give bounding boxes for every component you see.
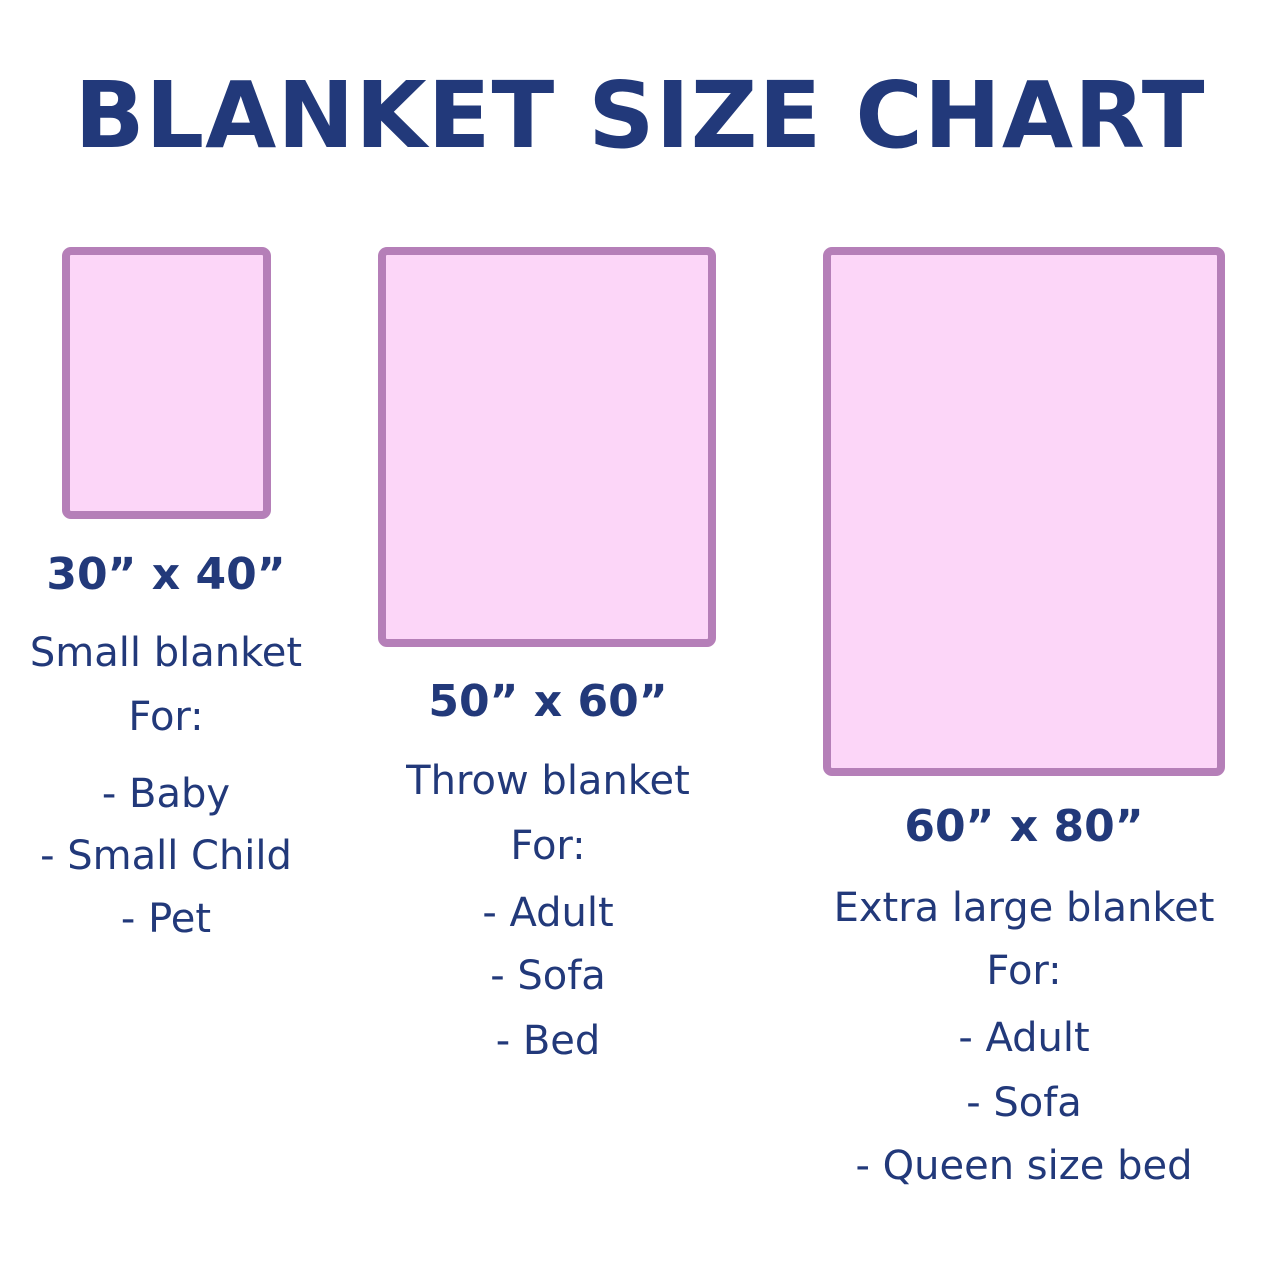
use-item: - Baby: [101, 771, 231, 817]
blanket-size: 50” x 60”: [428, 676, 668, 727]
blanket-name: Throw blanket: [406, 758, 690, 804]
blanket-name: Small blanket: [29, 630, 303, 676]
use-item: - Small Child: [40, 833, 292, 879]
for-label: For:: [986, 948, 1062, 994]
for-label: For:: [510, 823, 586, 869]
use-item: - Adult: [958, 1015, 1090, 1061]
use-item: - Adult: [482, 890, 614, 936]
page-title: BLANKET SIZE CHART: [74, 62, 1206, 169]
use-item: - Sofa: [966, 1080, 1082, 1126]
small-blanket-shape: [62, 247, 271, 519]
blanket-name: Extra large blanket: [833, 885, 1215, 931]
blanket-size: 60” x 80”: [904, 801, 1144, 852]
use-item: - Pet: [120, 896, 212, 942]
use-item: - Sofa: [490, 953, 606, 999]
use-item: - Bed: [495, 1018, 601, 1064]
for-label: For:: [128, 694, 204, 740]
blanket-size: 30” x 40”: [46, 549, 286, 600]
use-item: - Queen size bed: [855, 1143, 1193, 1189]
throw-blanket-shape: [378, 247, 716, 647]
extra-large-blanket-shape: [823, 247, 1225, 776]
